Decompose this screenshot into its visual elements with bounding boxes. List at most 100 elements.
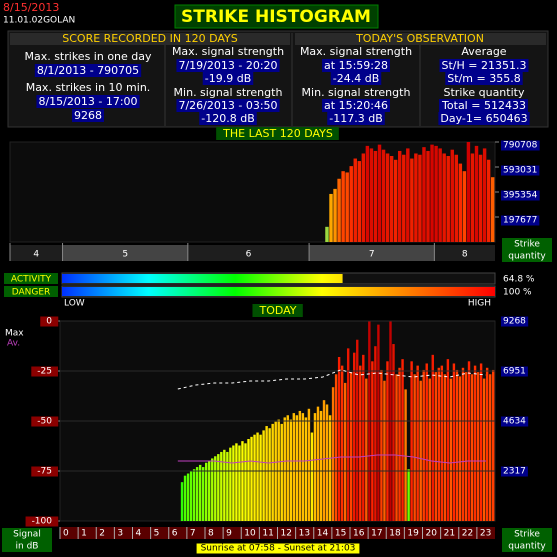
bar [458,163,463,242]
bar [478,154,483,242]
low-label: LOW [64,299,85,309]
axis-label-box [502,238,552,262]
x-tick-label: 23 [480,529,491,539]
bar [422,147,426,242]
bar [198,464,202,521]
bar [325,226,329,242]
stat-value: 8/15/2013 - 17:00 [38,95,137,108]
bar [235,443,238,521]
stat-value-box [322,59,390,72]
bar [466,142,471,242]
axis-label: in dB [16,542,39,552]
bar [482,148,487,242]
bar [346,348,350,521]
bar [259,434,262,521]
bar [356,339,359,521]
x-tick-label: 5 [122,250,128,260]
legend-entry: Max [5,329,24,339]
bar [443,374,447,521]
bar [434,145,438,242]
y2-tick-label: 0 [46,317,52,327]
bar [454,154,459,242]
bar [430,144,434,242]
bar [334,374,338,521]
bar [398,150,402,242]
y2-tick-label: -50 [37,417,52,427]
bar [479,363,483,521]
bar [371,361,374,521]
bar [404,389,407,521]
stat-label: Min. signal strength [174,86,283,99]
x-tick-label: 5 [154,529,160,539]
section-title-box [252,304,303,317]
bar [241,441,244,521]
bar [331,387,335,521]
bar [189,471,193,521]
stat-value-box [439,99,528,112]
bar [186,473,190,521]
y-tick-label: 9268 [503,317,526,327]
stat-value-box [438,112,530,125]
bar [386,361,389,521]
bar [486,159,491,242]
x-tick-label: 19 [407,529,419,539]
bar [322,400,326,521]
stat-value-box [330,72,382,85]
bar [268,428,271,521]
bar [440,365,444,521]
x-tick-label: 4 [136,529,142,539]
x-tick-label: 20 [426,529,438,539]
level-name: ACTIVITY [11,275,52,285]
bar [192,469,196,521]
level-bar [62,287,495,296]
stat-label: Min. signal strength [302,86,411,99]
bar [280,423,283,521]
title: STRIKE HISTOGRAM [181,7,371,27]
stat-label: Average [461,45,506,58]
bar [476,372,480,521]
bar [316,406,320,521]
y-tick-label-box [501,165,540,176]
x-tick-label: 8 [462,250,468,260]
y-tick-label: 593031 [503,166,537,176]
bar [247,438,250,521]
bar [229,447,232,521]
signal-line [177,369,486,390]
bar [464,372,468,521]
stat-value: Day-1= 650463 [440,112,527,125]
y-tick-label: 4634 [503,417,526,427]
bar [307,408,311,521]
bar [446,359,450,521]
bar [232,445,235,521]
bar [292,413,296,521]
bar [462,171,467,242]
bar [369,148,374,242]
bar [389,156,394,242]
bar [214,456,217,521]
section-title: TODAY [258,304,296,317]
bar [277,419,280,521]
stat-value-box [36,95,140,108]
bar [329,193,333,242]
bar [419,380,422,521]
x-tick-label: 15 [335,529,346,539]
y2-tick-label-box [31,466,58,477]
bar [337,356,341,521]
bar [325,404,329,521]
level-value: 64.8 % [503,275,535,285]
bar [310,432,314,521]
stat-label: Strike quantity [444,86,525,99]
x-tick-label: 16 [353,529,365,539]
bar [434,372,438,521]
score-title: SCORE RECORDED IN 120 DAYS [62,32,238,45]
y-tick-label: 6951 [503,367,526,377]
bar [223,449,226,521]
bar [406,148,410,242]
bar [392,344,395,521]
level-value: 100 % [503,288,532,298]
bar [353,352,356,521]
note: Sunrise at 07:58 - Sunset at 21:03 [201,544,356,554]
legend-entry: Av. [7,339,20,349]
axis-label: quantity [508,252,546,262]
